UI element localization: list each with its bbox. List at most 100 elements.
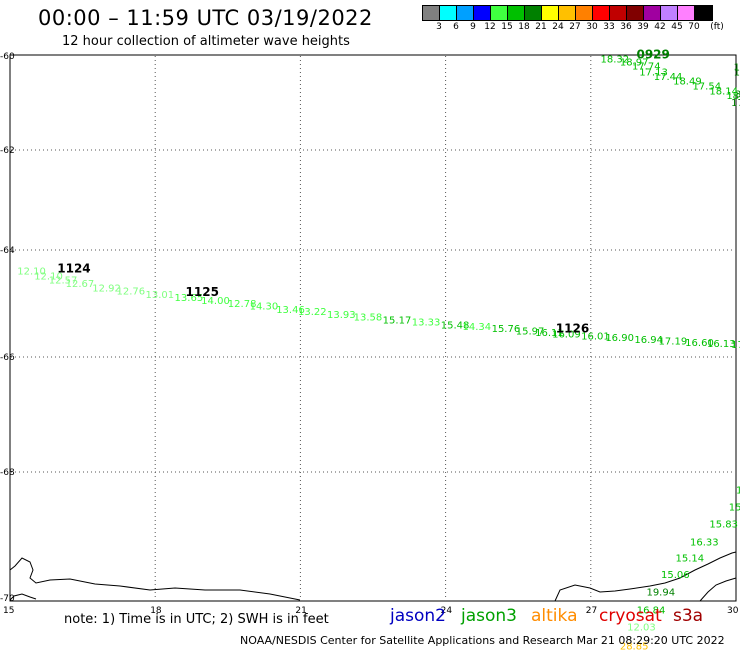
- coastline-east-inner: [699, 577, 737, 602]
- color-swatch: [644, 6, 661, 20]
- color-scale-label: 3: [436, 22, 442, 32]
- swh-value: 16.94: [634, 335, 663, 346]
- color-scale-label: 33: [603, 22, 615, 32]
- color-swatch: [593, 6, 610, 20]
- color-scale-label: 39: [637, 22, 649, 32]
- swh-value: 17.13: [639, 68, 668, 79]
- color-swatch: [457, 6, 474, 20]
- swh-color-scale: [422, 5, 713, 21]
- swh-value: 17.01: [731, 340, 740, 351]
- color-scale-label: 36: [620, 22, 632, 32]
- color-scale-label: (ft): [710, 22, 724, 32]
- coastline-east: [554, 551, 737, 602]
- swh-value: 18.24: [726, 91, 740, 102]
- swh-value: 13.01: [146, 290, 175, 301]
- map-title: 00:00 – 11:59 UTC 03/19/2022: [38, 6, 373, 30]
- swh-value: 16.33: [690, 537, 719, 548]
- color-scale-label: 70: [688, 22, 700, 32]
- color-swatch: [440, 6, 457, 20]
- graticule: [11, 56, 735, 600]
- legend-jason2: jason2: [390, 606, 446, 626]
- color-swatch: [627, 6, 644, 20]
- track-id-label: 0929: [636, 47, 669, 61]
- swh-value: 18.14: [709, 86, 738, 97]
- longitude-label: 15: [3, 606, 14, 616]
- latitude-label: -66: [0, 353, 15, 363]
- color-scale-label: 9: [470, 22, 476, 32]
- swh-value: 15.83: [709, 520, 738, 531]
- color-swatch: [695, 6, 712, 20]
- swh-value: 13.93: [327, 310, 356, 321]
- color-scale-label: 27: [569, 22, 581, 32]
- color-scale-label: 15: [501, 22, 513, 32]
- track-id-label: 1125: [186, 285, 219, 299]
- swh-value: 14.00: [201, 296, 230, 307]
- legend-cryosat: cryosat: [599, 606, 662, 626]
- latitude-label: -70: [0, 594, 15, 604]
- units-note: note: 1) Time is in UTC; 2) SWH is in fe…: [64, 612, 329, 627]
- track-id-label: 1126: [556, 321, 589, 335]
- swh-value: 16.09: [552, 329, 581, 340]
- coastline-west: [9, 557, 301, 601]
- swh-value: 13.46: [276, 305, 305, 316]
- swh-value: 15.48: [441, 320, 470, 331]
- swh-value: 15.97: [516, 326, 545, 337]
- latitude-label: -60: [0, 52, 15, 62]
- swh-value: 15.06: [661, 570, 690, 581]
- credit-line: NOAA/NESDIS Center for Satellite Applica…: [240, 634, 725, 647]
- color-swatch: [423, 6, 440, 20]
- swh-value: 13.33: [412, 318, 441, 329]
- color-swatch: [576, 6, 593, 20]
- swh-value: 17: [736, 486, 740, 497]
- color-scale-label: 30: [586, 22, 598, 32]
- longitude-label: 24: [441, 606, 453, 616]
- swh-value: 12.10: [34, 272, 63, 283]
- swh-value: 28.85: [620, 641, 649, 650]
- swh-value: 13.58: [354, 312, 383, 323]
- swh-value: 16: [734, 68, 740, 79]
- color-scale-label: 24: [552, 22, 564, 32]
- track-id-label: 1124: [57, 261, 90, 275]
- swh-value: 12.57: [49, 275, 78, 286]
- swh-value: 17.44: [654, 72, 683, 83]
- color-swatch: [474, 6, 491, 20]
- swh-value: 16.13: [707, 339, 736, 350]
- color-swatch: [508, 6, 525, 20]
- swh-value: 14.30: [250, 302, 279, 313]
- swh-value: 15.14: [676, 554, 705, 565]
- swh-value: 16.84: [637, 605, 666, 616]
- swh-value: 16.90: [605, 333, 634, 344]
- swh-value: 17.74: [632, 61, 661, 72]
- swh-value: 15.76: [492, 324, 521, 335]
- swh-value: 17.54: [692, 82, 721, 93]
- swh-value: 12.03: [627, 622, 656, 633]
- color-scale-label: 45: [671, 22, 683, 32]
- swh-value: 13.65: [175, 293, 204, 304]
- legend-altika: altika: [531, 606, 578, 626]
- latitude-label: -62: [0, 146, 15, 156]
- swh-value: 19: [734, 62, 740, 73]
- color-swatch: [525, 6, 542, 20]
- swh-value: 16.11: [535, 328, 564, 339]
- swh-value: 18.97: [620, 58, 649, 69]
- swh-value: 13.22: [298, 307, 327, 318]
- longitude-label: 21: [295, 606, 306, 616]
- color-scale-label: 21: [535, 22, 547, 32]
- color-swatch: [678, 6, 695, 20]
- legend-jason3: jason3: [461, 606, 517, 626]
- longitude-label: 30: [727, 606, 739, 616]
- swh-value: 30: [735, 90, 740, 101]
- swh-color-scale-labels: 3 6 9 12 15 18 21 24 27 30 33 36 39 42 45 70 (ft): [422, 22, 740, 34]
- longitude-label: 18: [150, 606, 162, 616]
- legend-s3a: s3a: [673, 606, 704, 626]
- color-swatch: [542, 6, 559, 20]
- axis-labels: 15 18 21 24 27 30 -60 -62 -64 -66 -68 -70: [0, 52, 739, 616]
- map-frame: [9, 54, 737, 602]
- swh-value: 15.7: [729, 503, 740, 514]
- color-swatch: [610, 6, 627, 20]
- color-scale-label: 42: [654, 22, 666, 32]
- color-swatch: [559, 6, 576, 20]
- swh-value: 12.78: [228, 299, 257, 310]
- swh-value: 12.92: [92, 283, 121, 294]
